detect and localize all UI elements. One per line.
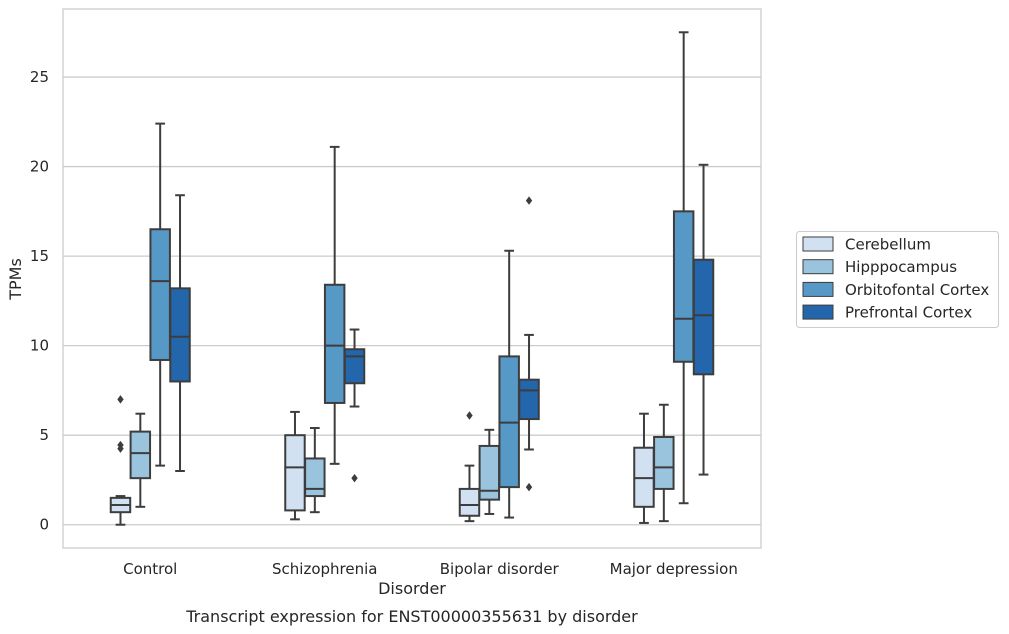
legend-swatch <box>802 304 834 320</box>
box-1-1 <box>304 427 326 514</box>
plot-frame <box>62 8 762 549</box>
iqr-box <box>343 348 366 385</box>
y-tick-label: 20 <box>30 158 49 176</box>
legend: Cerebellum Hipppocampus Orbitofontal Corte… <box>796 231 999 328</box>
box-0-2 <box>149 122 171 467</box>
iqr-box <box>692 258 715 376</box>
iqr-box <box>284 434 306 512</box>
iqr-box <box>653 435 675 490</box>
box-1-3 <box>343 328 366 483</box>
iqr-box <box>129 430 152 480</box>
x-tick-label: Schizophrenia <box>272 560 377 578</box>
outlier-point <box>525 482 533 492</box>
box-0-0 <box>109 395 132 526</box>
iqr-box <box>672 210 695 363</box>
iqr-box <box>304 457 326 498</box>
box-2-0 <box>458 411 481 523</box>
box-2-3 <box>518 196 540 492</box>
iqr-box <box>169 287 191 383</box>
legend-label: Hipppocampus <box>845 258 957 276</box>
x-tick-label: Control <box>123 560 177 578</box>
outlier-point <box>117 395 124 404</box>
box-3-1 <box>653 403 675 523</box>
box-groups <box>109 31 715 526</box>
box-0-1 <box>129 412 152 508</box>
x-tick-label: Bipolar disorder <box>440 560 560 578</box>
legend-swatch <box>802 281 834 297</box>
outlier-point <box>466 411 473 420</box>
y-tick-label: 15 <box>30 247 49 265</box>
box-3-3 <box>692 163 715 476</box>
y-tick-labels: 0 5 10 15 20 25 <box>30 68 49 534</box>
iqr-box <box>323 283 346 404</box>
box-3-2 <box>672 31 695 505</box>
x-axis-title: Disorder <box>378 579 446 598</box>
legend-label: Cerebellum <box>845 236 931 254</box>
iqr-box <box>149 228 171 361</box>
x-tick-label: Major depression <box>610 560 738 578</box>
legend-swatch <box>802 236 834 252</box>
outlier-point <box>117 440 124 450</box>
legend-label: Prefrontal Cortex <box>845 304 972 322</box>
y-tick-label: 10 <box>30 337 49 355</box>
y-axis-title: TPMs <box>6 258 25 301</box>
y-tick-label: 25 <box>30 68 49 86</box>
legend-swatch <box>802 259 834 275</box>
y-tick-label: 0 <box>39 516 49 534</box>
y-tick-label: 5 <box>39 426 49 444</box>
box-2-2 <box>498 249 520 519</box>
chart-caption: Transcript expression for ENST0000035563… <box>185 607 638 626</box>
iqr-box <box>458 487 481 517</box>
legend-frame <box>796 231 999 328</box>
iqr-box <box>518 378 540 421</box>
box-0-3 <box>169 194 191 472</box>
outlier-point <box>351 473 358 483</box>
legend-label: Orbitofontal Cortex <box>845 281 989 299</box>
box-3-0 <box>633 412 655 524</box>
x-tick-labels: Control Schizophrenia Bipolar disorder Majo… <box>123 560 738 578</box>
outlier-point <box>525 196 533 205</box>
box-1-2 <box>323 145 346 465</box>
